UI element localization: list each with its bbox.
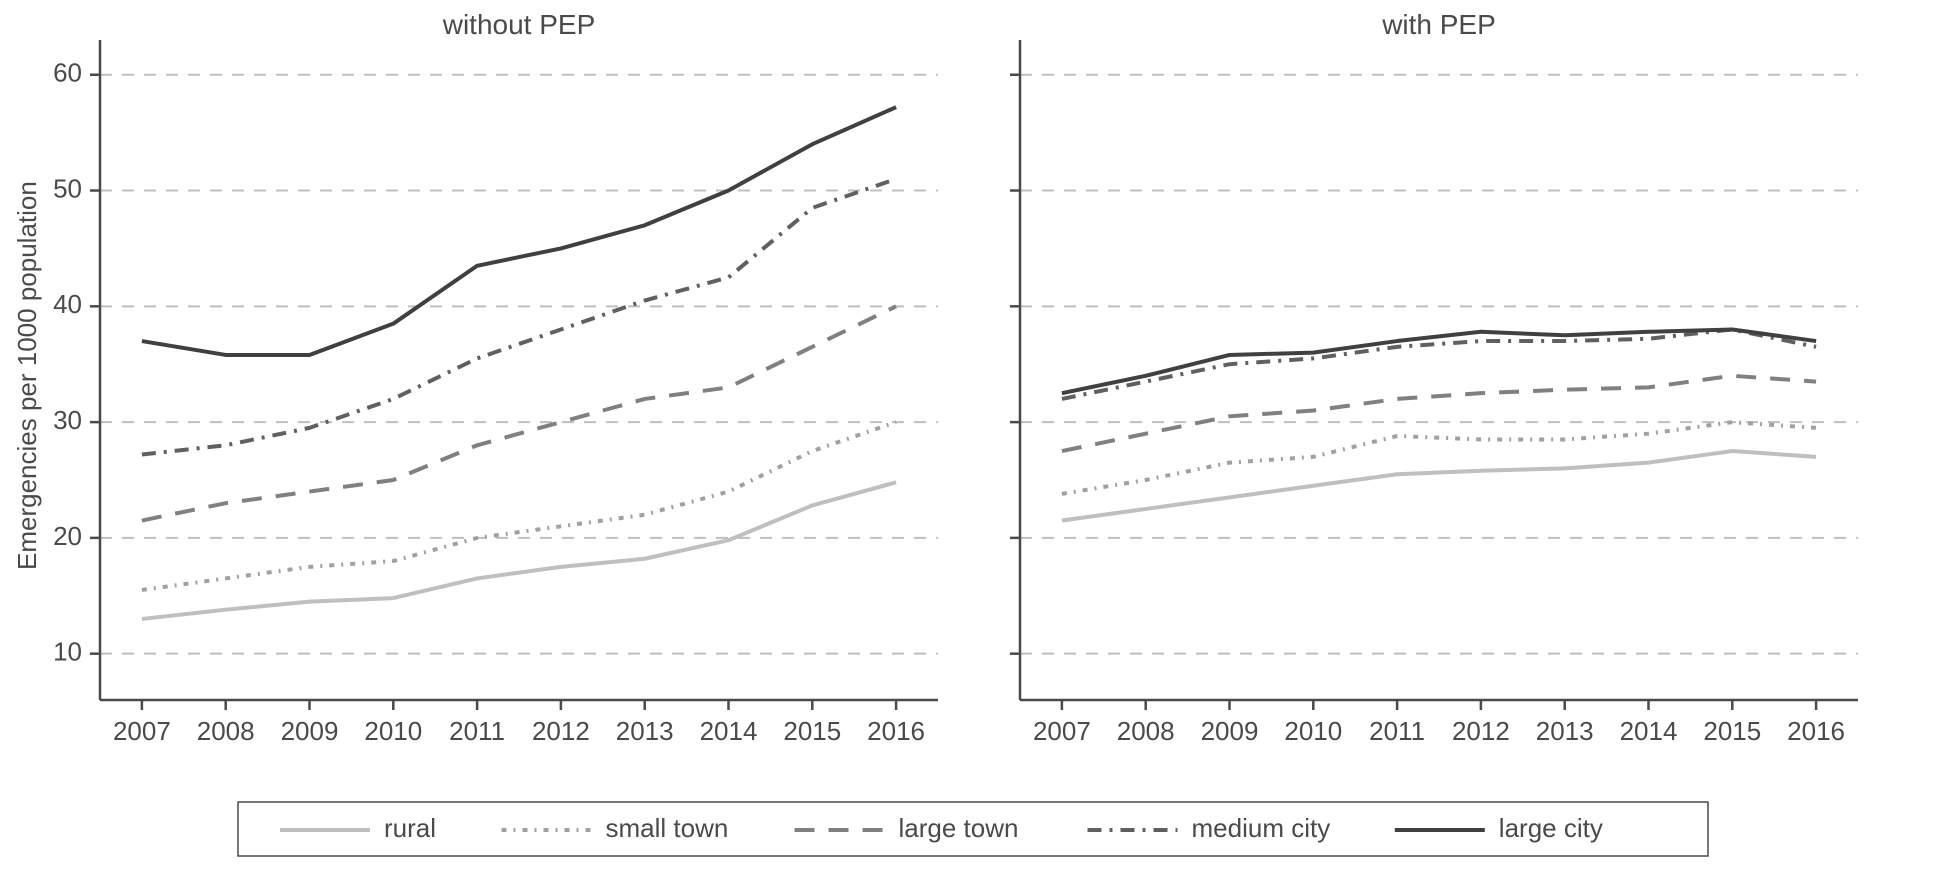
legend-label-large-town: large town — [899, 813, 1019, 843]
series-small-town — [1062, 422, 1816, 494]
panel-title-left: without PEP — [442, 9, 596, 40]
x-tick-label: 2015 — [1703, 716, 1761, 746]
x-tick-label: 2011 — [1369, 716, 1425, 746]
chart-svg: without PEP 10 20 30 40 50 60 2007 2008 2009 2010 2… — [0, 0, 1946, 875]
legend-label-large-city: large city — [1499, 813, 1603, 843]
y-tick-label: 60 — [53, 58, 82, 88]
x-tick-label: 2007 — [1033, 716, 1091, 746]
series-rural — [142, 482, 896, 619]
series-medium-city — [1062, 329, 1816, 398]
series-large-town — [142, 306, 896, 520]
legend-label-medium-city: medium city — [1192, 813, 1331, 843]
legend-label-small-town: small town — [606, 813, 729, 843]
series-large-city — [142, 107, 896, 355]
x-tick-label: 2012 — [1452, 716, 1510, 746]
x-tick-label: 2010 — [1284, 716, 1342, 746]
series-large-town — [1062, 376, 1816, 451]
x-tick-label: 2016 — [867, 716, 925, 746]
panel-title-right: with PEP — [1381, 9, 1496, 40]
series-small-town — [142, 422, 896, 590]
y-axis-label: Emergencies per 1000 population — [12, 181, 42, 570]
y-tick-label: 40 — [53, 289, 82, 319]
series-medium-city — [142, 179, 896, 455]
x-tick-label: 2008 — [197, 716, 255, 746]
legend-label-rural: rural — [384, 813, 436, 843]
x-tick-label: 2012 — [532, 716, 590, 746]
x-tick-label: 2009 — [1201, 716, 1259, 746]
x-tick-label: 2011 — [449, 716, 505, 746]
x-tick-label: 2014 — [700, 716, 758, 746]
y-tick-label: 30 — [53, 405, 82, 435]
x-tick-label: 2013 — [616, 716, 674, 746]
x-tick-label: 2009 — [281, 716, 339, 746]
y-tick-label: 50 — [53, 173, 82, 203]
series-rural — [1062, 451, 1816, 520]
x-tick-label: 2015 — [783, 716, 841, 746]
x-tick-label: 2008 — [1117, 716, 1175, 746]
y-tick-label: 10 — [53, 637, 82, 667]
y-tick-label: 20 — [53, 521, 82, 551]
series-large-city — [1062, 329, 1816, 393]
x-tick-label: 2016 — [1787, 716, 1845, 746]
x-tick-label: 2010 — [364, 716, 422, 746]
figure-root: without PEP 10 20 30 40 50 60 2007 2008 2009 2010 2… — [0, 0, 1946, 875]
x-tick-label: 2007 — [113, 716, 171, 746]
x-tick-label: 2013 — [1536, 716, 1594, 746]
x-tick-label: 2014 — [1620, 716, 1678, 746]
